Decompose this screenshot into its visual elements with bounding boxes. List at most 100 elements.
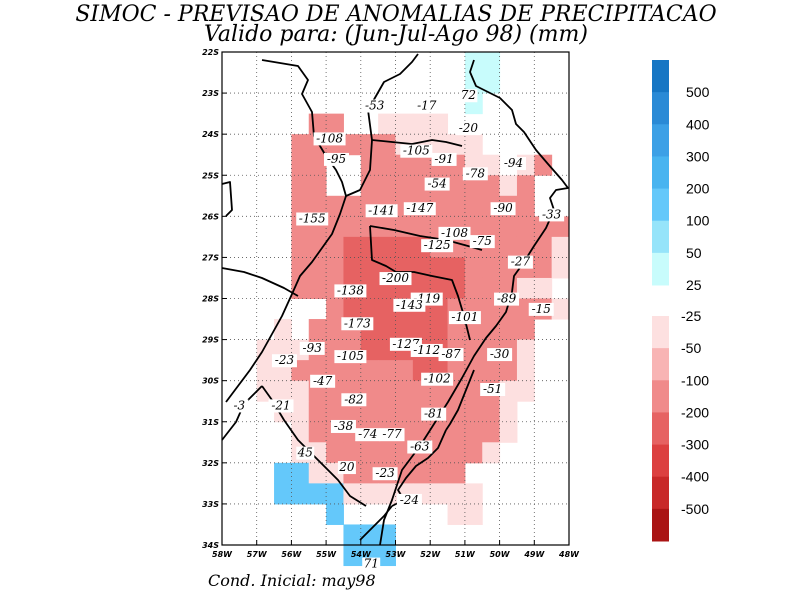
title-line-2: Valido para: (Jun-Jul-Ago 98) (mm) xyxy=(204,22,588,47)
lat-tick-label: 29S xyxy=(202,336,219,345)
lon-tick-label: 48W xyxy=(558,550,580,559)
anomaly-cell xyxy=(516,360,535,382)
anomaly-cell xyxy=(430,483,449,505)
anomaly-value: -125 xyxy=(421,238,454,253)
anomaly-value: -89 xyxy=(494,292,520,306)
colorbar-label-positive: 400 xyxy=(686,116,710,132)
anomaly-cell xyxy=(326,236,344,258)
anomaly-cell xyxy=(412,462,431,484)
anomaly-value-bg xyxy=(355,428,381,442)
colorbar-label-negative: -200 xyxy=(681,404,709,420)
anomaly-value-bg xyxy=(494,292,520,306)
anomaly-cell xyxy=(499,421,518,443)
anomaly-cell xyxy=(551,236,570,258)
lat-tick-label: 34S xyxy=(202,541,219,550)
anomaly-value-bg xyxy=(490,202,516,216)
anomaly-cell xyxy=(499,236,518,258)
anomaly-value: -138 xyxy=(334,283,367,298)
anomaly-cell xyxy=(378,154,396,176)
anomaly-cell xyxy=(326,113,344,135)
anomaly-value: -15 xyxy=(528,302,554,316)
anomaly-value-text: 20 xyxy=(338,460,355,474)
lon-tick-label: 58W xyxy=(212,550,233,559)
anomaly-cell xyxy=(291,134,310,156)
colorbar-swatch-negative xyxy=(652,316,669,349)
colorbar-swatch-positive xyxy=(652,124,669,157)
anomaly-cell xyxy=(447,503,466,525)
anomaly-value: -53 xyxy=(362,99,388,113)
anomaly-value: -21 xyxy=(268,398,294,413)
anomaly-cell xyxy=(343,195,362,217)
anomaly-cell xyxy=(447,462,466,484)
anomaly-cell xyxy=(516,195,535,217)
anomaly-cell xyxy=(516,339,535,361)
anomaly-value-bg xyxy=(372,467,398,481)
anomaly-value-bg xyxy=(407,440,433,454)
colorbar-swatch-positive xyxy=(652,188,669,222)
anomaly-value-text: -141 xyxy=(368,203,395,217)
anomaly-cell xyxy=(326,195,344,217)
anomaly-cell xyxy=(343,360,362,382)
anomaly-value-bg xyxy=(500,157,526,171)
anomaly-cell xyxy=(412,113,431,135)
anomaly-cell xyxy=(308,319,327,341)
anomaly-cell xyxy=(360,236,379,258)
anomaly-value: -23 xyxy=(271,353,297,368)
anomaly-value-text: -112 xyxy=(413,343,440,357)
colorbar-label-negative: -100 xyxy=(681,372,709,388)
anomaly-value-bg xyxy=(431,152,457,166)
anomaly-cell xyxy=(308,175,327,197)
anomaly-cell xyxy=(308,195,327,217)
anomaly-cell xyxy=(378,380,396,402)
anomaly-cell xyxy=(482,216,501,238)
anomaly-value-text: -33 xyxy=(542,207,562,221)
anomaly-value-text: -90 xyxy=(493,201,513,215)
anomaly-value-text: -87 xyxy=(441,347,461,361)
anomaly-value-bg xyxy=(341,393,367,407)
anomaly-value: -54 xyxy=(424,177,450,191)
anomaly-cell xyxy=(291,380,310,402)
anomaly-value-text: -23 xyxy=(375,466,395,480)
anomaly-value-text: -108 xyxy=(441,226,468,240)
anomaly-cell xyxy=(378,216,396,238)
anomaly-value-text: -63 xyxy=(410,440,430,454)
lat-tick-label: 26S xyxy=(202,212,219,221)
anomaly-cell xyxy=(395,154,414,176)
colorbar-label-negative: -300 xyxy=(681,437,709,453)
anomaly-value-text: -82 xyxy=(344,392,363,406)
anomaly-cell xyxy=(482,257,501,279)
anomaly-value-bg xyxy=(379,272,412,286)
anomaly-cell xyxy=(378,236,396,258)
anomaly-cell xyxy=(430,257,449,279)
anomaly-value-bg xyxy=(362,557,381,571)
anomaly-cell xyxy=(308,236,327,258)
anomaly-cell xyxy=(447,442,466,464)
anomaly-value-bg xyxy=(448,311,481,325)
anomaly-cell xyxy=(516,216,535,238)
anomaly-value-bg xyxy=(341,317,374,331)
anomaly-cell xyxy=(464,401,483,423)
anomaly-value: 72 xyxy=(459,88,478,103)
anomaly-value: -77 xyxy=(379,427,405,442)
anomaly-value-bg xyxy=(393,298,426,312)
anomaly-value-text: -125 xyxy=(424,238,451,252)
anomaly-value-text: -200 xyxy=(382,271,409,285)
anomaly-cell xyxy=(343,298,362,320)
anomaly-cell xyxy=(291,483,310,505)
anomaly-cell xyxy=(326,257,344,279)
anomaly-cell xyxy=(430,113,449,135)
anomaly-value: -108 xyxy=(438,226,471,240)
anomaly-value-text: 45 xyxy=(297,446,313,460)
colorbar-swatch-negative xyxy=(652,380,669,413)
anomaly-cell xyxy=(291,421,310,443)
anomaly-cell xyxy=(291,257,310,279)
colorbar-label-positive: 25 xyxy=(686,277,702,293)
anomaly-value-text: -108 xyxy=(316,131,343,145)
anomaly-value-text: -24 xyxy=(400,493,419,507)
anomaly-value-bg xyxy=(438,226,471,240)
anomaly-cell xyxy=(360,175,379,197)
anomaly-value-text: -53 xyxy=(365,99,385,113)
anomaly-value-bg xyxy=(310,374,336,388)
sa-border xyxy=(445,369,475,431)
anomaly-value: 45 xyxy=(296,446,315,460)
